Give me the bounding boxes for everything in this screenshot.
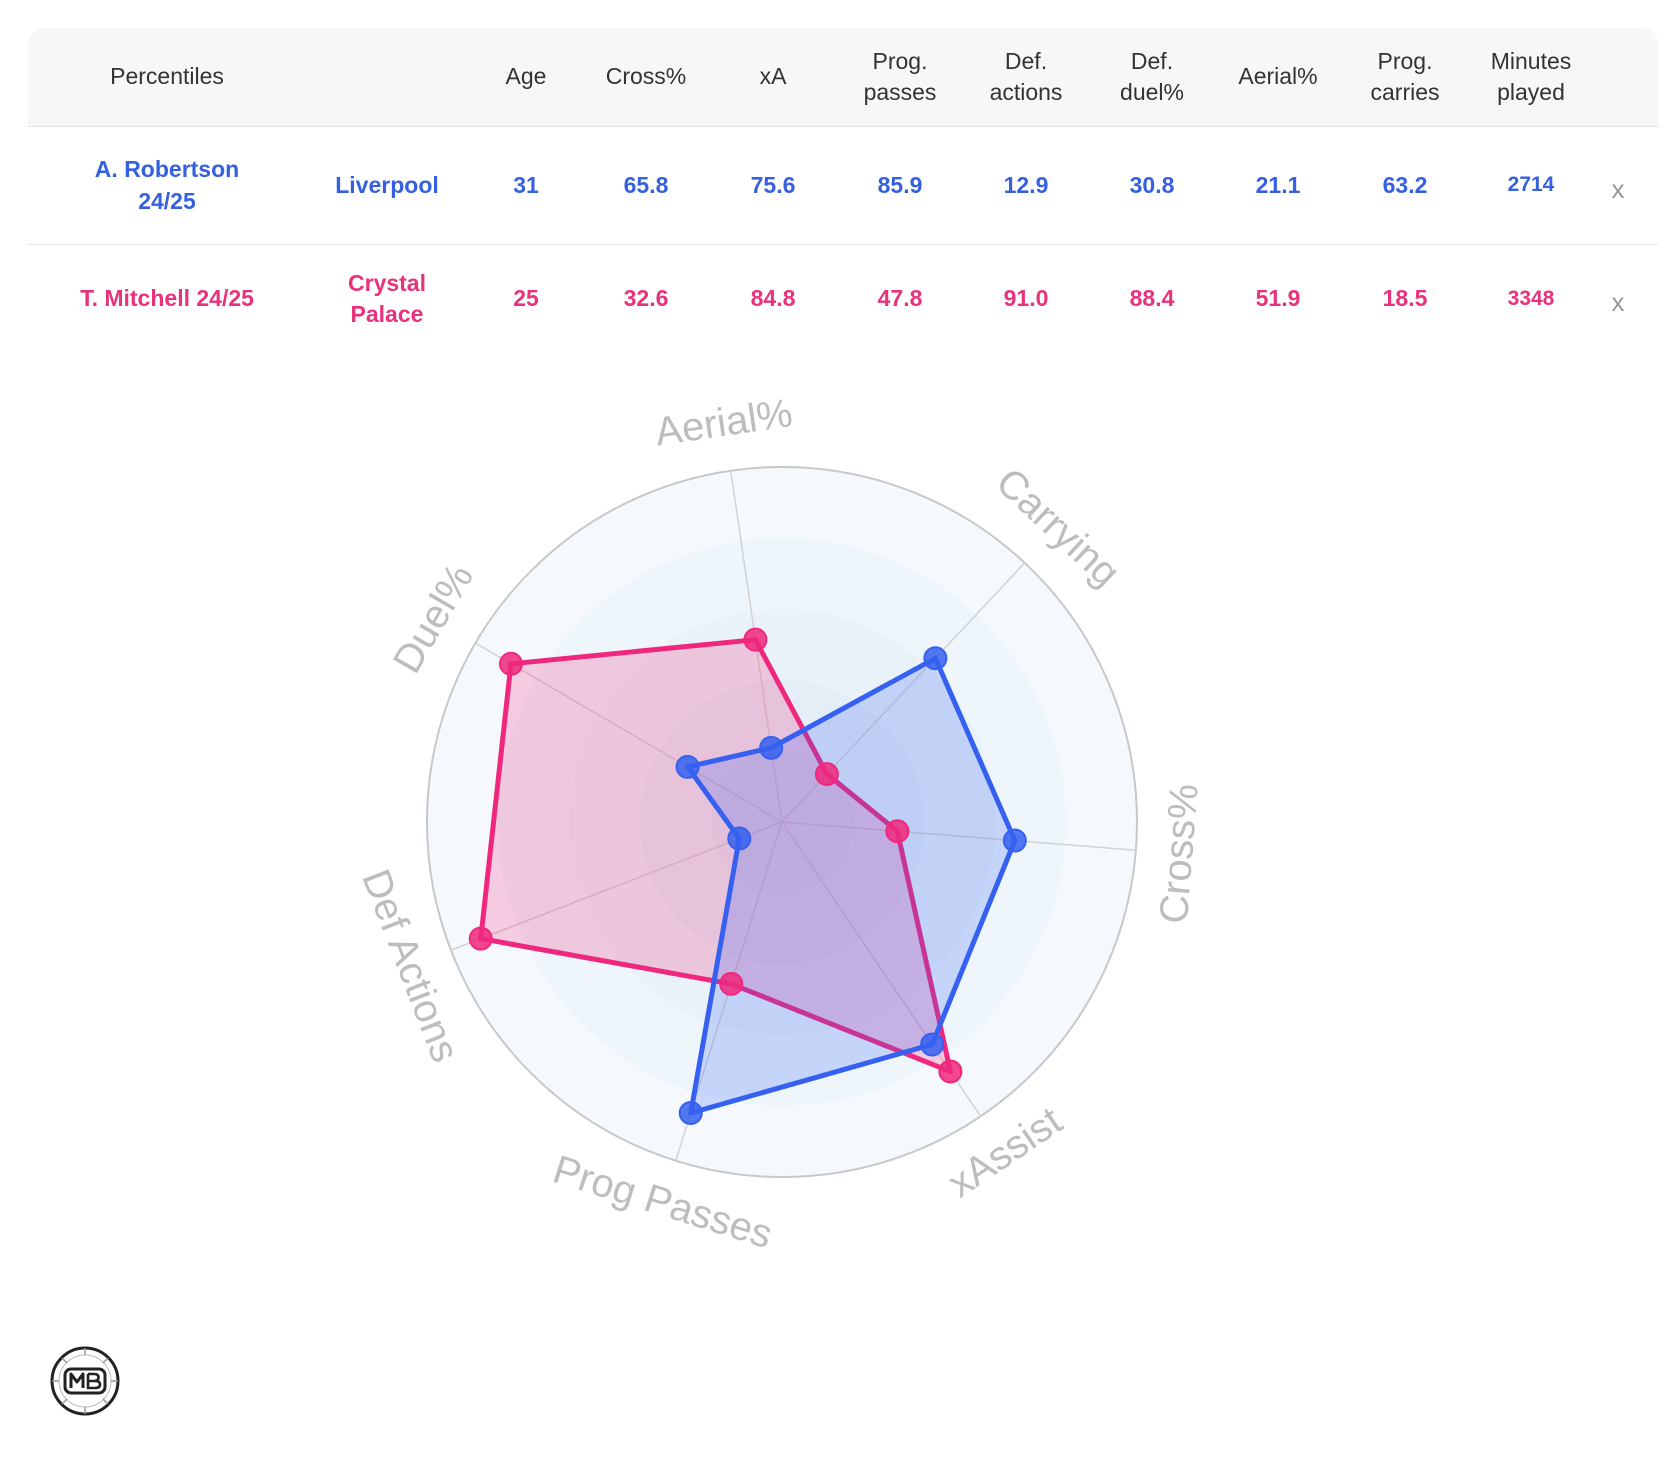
team-name: Crystal Palace (348, 269, 426, 327)
prog-carries-value: 18.5 (1382, 285, 1428, 312)
header-minutes: Minutes played (1490, 47, 1572, 105)
data-point (678, 1100, 703, 1125)
def-duel-value: 30.8 (1129, 171, 1175, 198)
age-value: 25 (513, 285, 539, 312)
radar-spoke (475, 642, 783, 823)
header-cross: Cross% (605, 63, 687, 90)
axis-label: Cross% (1152, 782, 1207, 925)
cross-value: 65.8 (623, 171, 669, 198)
header-def-actions: Def. actions (989, 47, 1063, 105)
header-prog-passes: Prog. passes (863, 47, 937, 105)
data-point (923, 646, 948, 671)
data-point (938, 1059, 963, 1084)
data-point (719, 971, 744, 996)
header-percentiles: Percentiles (110, 63, 224, 90)
cross-value: 32.6 (623, 285, 669, 312)
header-age: Age (505, 63, 547, 90)
data-point (675, 754, 700, 779)
data-point (468, 926, 493, 951)
radar-spoke (450, 821, 783, 951)
prog-passes-value: 47.8 (877, 285, 923, 312)
header-xa: xA (759, 63, 787, 90)
series-area-mitchell (478, 637, 953, 1075)
remove-player-button[interactable]: x (1611, 287, 1625, 318)
mb-logo-icon (50, 1346, 120, 1416)
radar-spoke (781, 821, 1136, 851)
player-name: A. Robertson 24/25 (94, 156, 240, 214)
data-point (1002, 828, 1027, 853)
data-point (743, 627, 768, 652)
minutes-value: 2714 (1507, 173, 1555, 197)
data-point (727, 826, 752, 851)
comparison-table: Percentiles Age Cross% xA Prog. passes D… (28, 28, 1658, 353)
aerial-value: 51.9 (1255, 285, 1301, 312)
data-point (885, 819, 910, 844)
series-area-robertson (685, 655, 1018, 1116)
aerial-value: 21.1 (1255, 171, 1301, 198)
xa-value: 84.8 (750, 285, 796, 312)
header-aerial: Aerial% (1238, 63, 1318, 90)
def-actions-value: 91.0 (1003, 285, 1049, 312)
player-name: T. Mitchell 24/25 (80, 285, 254, 312)
prog-carries-value: 63.2 (1382, 171, 1428, 198)
data-point (814, 762, 839, 787)
xa-value: 75.6 (750, 171, 796, 198)
def-duel-value: 88.4 (1129, 285, 1175, 312)
team-name: Liverpool (335, 171, 439, 198)
axis-label: Aerial% (652, 391, 795, 454)
header-def-duel: Def. duel% (1120, 47, 1184, 105)
data-point (920, 1032, 945, 1057)
prog-passes-value: 85.9 (877, 171, 923, 198)
data-point (759, 735, 784, 760)
remove-player-button[interactable]: x (1611, 173, 1625, 204)
table-row: T. Mitchell 24/25 Crystal Palace 25 32.6… (28, 245, 1658, 353)
data-point (498, 651, 523, 676)
table-header: Percentiles Age Cross% xA Prog. passes D… (28, 28, 1658, 127)
minutes-value: 3348 (1507, 286, 1555, 310)
age-value: 31 (513, 171, 539, 198)
def-actions-value: 12.9 (1003, 171, 1049, 198)
header-prog-carries: Prog. carries (1370, 47, 1440, 105)
table-row: A. Robertson 24/25 Liverpool 31 65.8 75.… (28, 127, 1658, 245)
